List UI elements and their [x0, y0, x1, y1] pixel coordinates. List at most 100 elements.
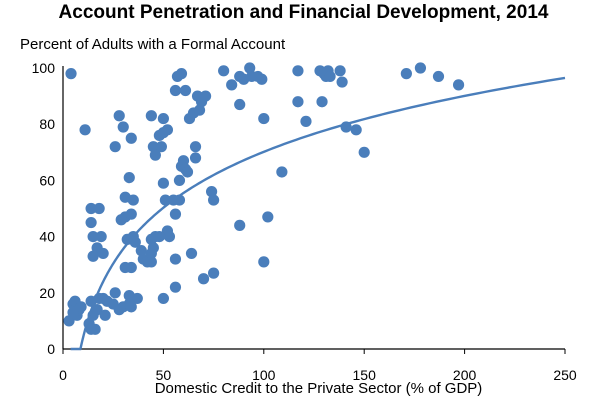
data-point	[123, 171, 135, 184]
data-point	[145, 256, 157, 268]
chart-title: Account Penetration and Financial Develo…	[58, 2, 549, 23]
data-point	[432, 70, 445, 83]
data-point	[234, 219, 246, 231]
data-point	[208, 267, 220, 279]
data-point	[179, 84, 192, 97]
data-point	[169, 84, 182, 97]
data-point	[300, 115, 312, 127]
data-point	[63, 315, 75, 327]
x-tick-label: 200	[453, 367, 477, 383]
trendline-group	[70, 76, 566, 351]
x-tick-label: 250	[553, 367, 577, 383]
data-point	[452, 79, 465, 91]
data-point	[85, 216, 97, 229]
data-point	[234, 98, 246, 111]
data-point	[193, 104, 206, 116]
data-point	[135, 245, 147, 257]
data-point	[65, 68, 77, 80]
data-point	[117, 121, 129, 133]
data-point	[99, 309, 111, 321]
data-point	[125, 132, 137, 144]
data-point	[161, 124, 174, 136]
data-point	[127, 194, 139, 206]
data-point	[153, 231, 165, 243]
x-tick-label: 150	[353, 367, 377, 383]
data-point	[169, 253, 182, 265]
data-point	[129, 236, 141, 248]
data-point	[199, 90, 212, 102]
data-point	[115, 214, 127, 226]
data-point	[205, 186, 218, 198]
data-point	[336, 76, 348, 88]
data-point	[414, 62, 427, 74]
data-point	[324, 70, 336, 83]
y-tick-label: 100	[32, 60, 56, 76]
data-point	[189, 141, 202, 153]
data-point	[67, 306, 79, 319]
y-tick-labels: 0 20 40 60 80 100	[32, 60, 56, 357]
data-point	[258, 256, 270, 268]
data-point	[292, 65, 304, 77]
data-point	[145, 247, 157, 260]
data-point	[226, 79, 238, 91]
data-point	[350, 124, 362, 136]
data-point	[109, 287, 121, 299]
data-point	[292, 96, 304, 108]
y-tick-label: 40	[39, 229, 55, 245]
data-point	[208, 194, 220, 206]
data-point	[145, 110, 157, 122]
data-point	[155, 141, 167, 153]
y-tick-label: 0	[47, 341, 55, 357]
data-point	[147, 141, 159, 153]
data-point	[197, 273, 210, 285]
data-point	[93, 202, 105, 215]
x-tick-label: 100	[252, 367, 276, 383]
data-point	[95, 231, 107, 243]
data-point	[262, 211, 274, 223]
y-tick-label: 60	[39, 172, 55, 188]
data-point	[87, 250, 99, 262]
data-point	[276, 166, 288, 178]
data-point	[113, 110, 125, 122]
data-point	[169, 281, 182, 293]
data-point	[316, 96, 328, 108]
data-point	[218, 65, 230, 77]
data-point	[244, 62, 256, 74]
data-point	[131, 292, 143, 305]
data-point	[91, 304, 103, 316]
data-point	[334, 65, 346, 77]
data-point	[185, 247, 198, 260]
data-point	[157, 292, 169, 305]
data-point	[109, 141, 121, 153]
data-point	[75, 301, 87, 313]
data-point	[400, 68, 412, 80]
x-tick-labels: 0 50 100 150 200 250	[59, 367, 577, 383]
y-tick-label: 20	[39, 285, 55, 301]
data-point	[175, 68, 188, 80]
data-point	[157, 112, 169, 125]
data-point	[125, 261, 137, 274]
data-point	[87, 231, 99, 243]
data-point	[89, 323, 101, 335]
data-point	[125, 301, 137, 313]
axes	[62, 66, 566, 354]
data-point	[181, 166, 194, 178]
y-tick-label: 80	[39, 116, 55, 132]
y-axis-title: Percent of Adults with a Formal Account	[20, 36, 286, 53]
data-point	[79, 124, 91, 136]
data-points	[63, 62, 465, 335]
data-point	[157, 177, 169, 189]
data-point	[256, 73, 268, 85]
data-point	[189, 152, 202, 164]
data-point	[163, 231, 176, 243]
data-point	[149, 149, 161, 161]
data-point	[125, 208, 137, 220]
data-point	[173, 174, 186, 186]
data-point	[358, 146, 370, 158]
data-point	[85, 202, 97, 215]
data-point	[169, 208, 182, 220]
x-tick-label: 50	[156, 367, 172, 383]
x-tick-label: 0	[59, 367, 67, 383]
data-point	[258, 112, 270, 125]
